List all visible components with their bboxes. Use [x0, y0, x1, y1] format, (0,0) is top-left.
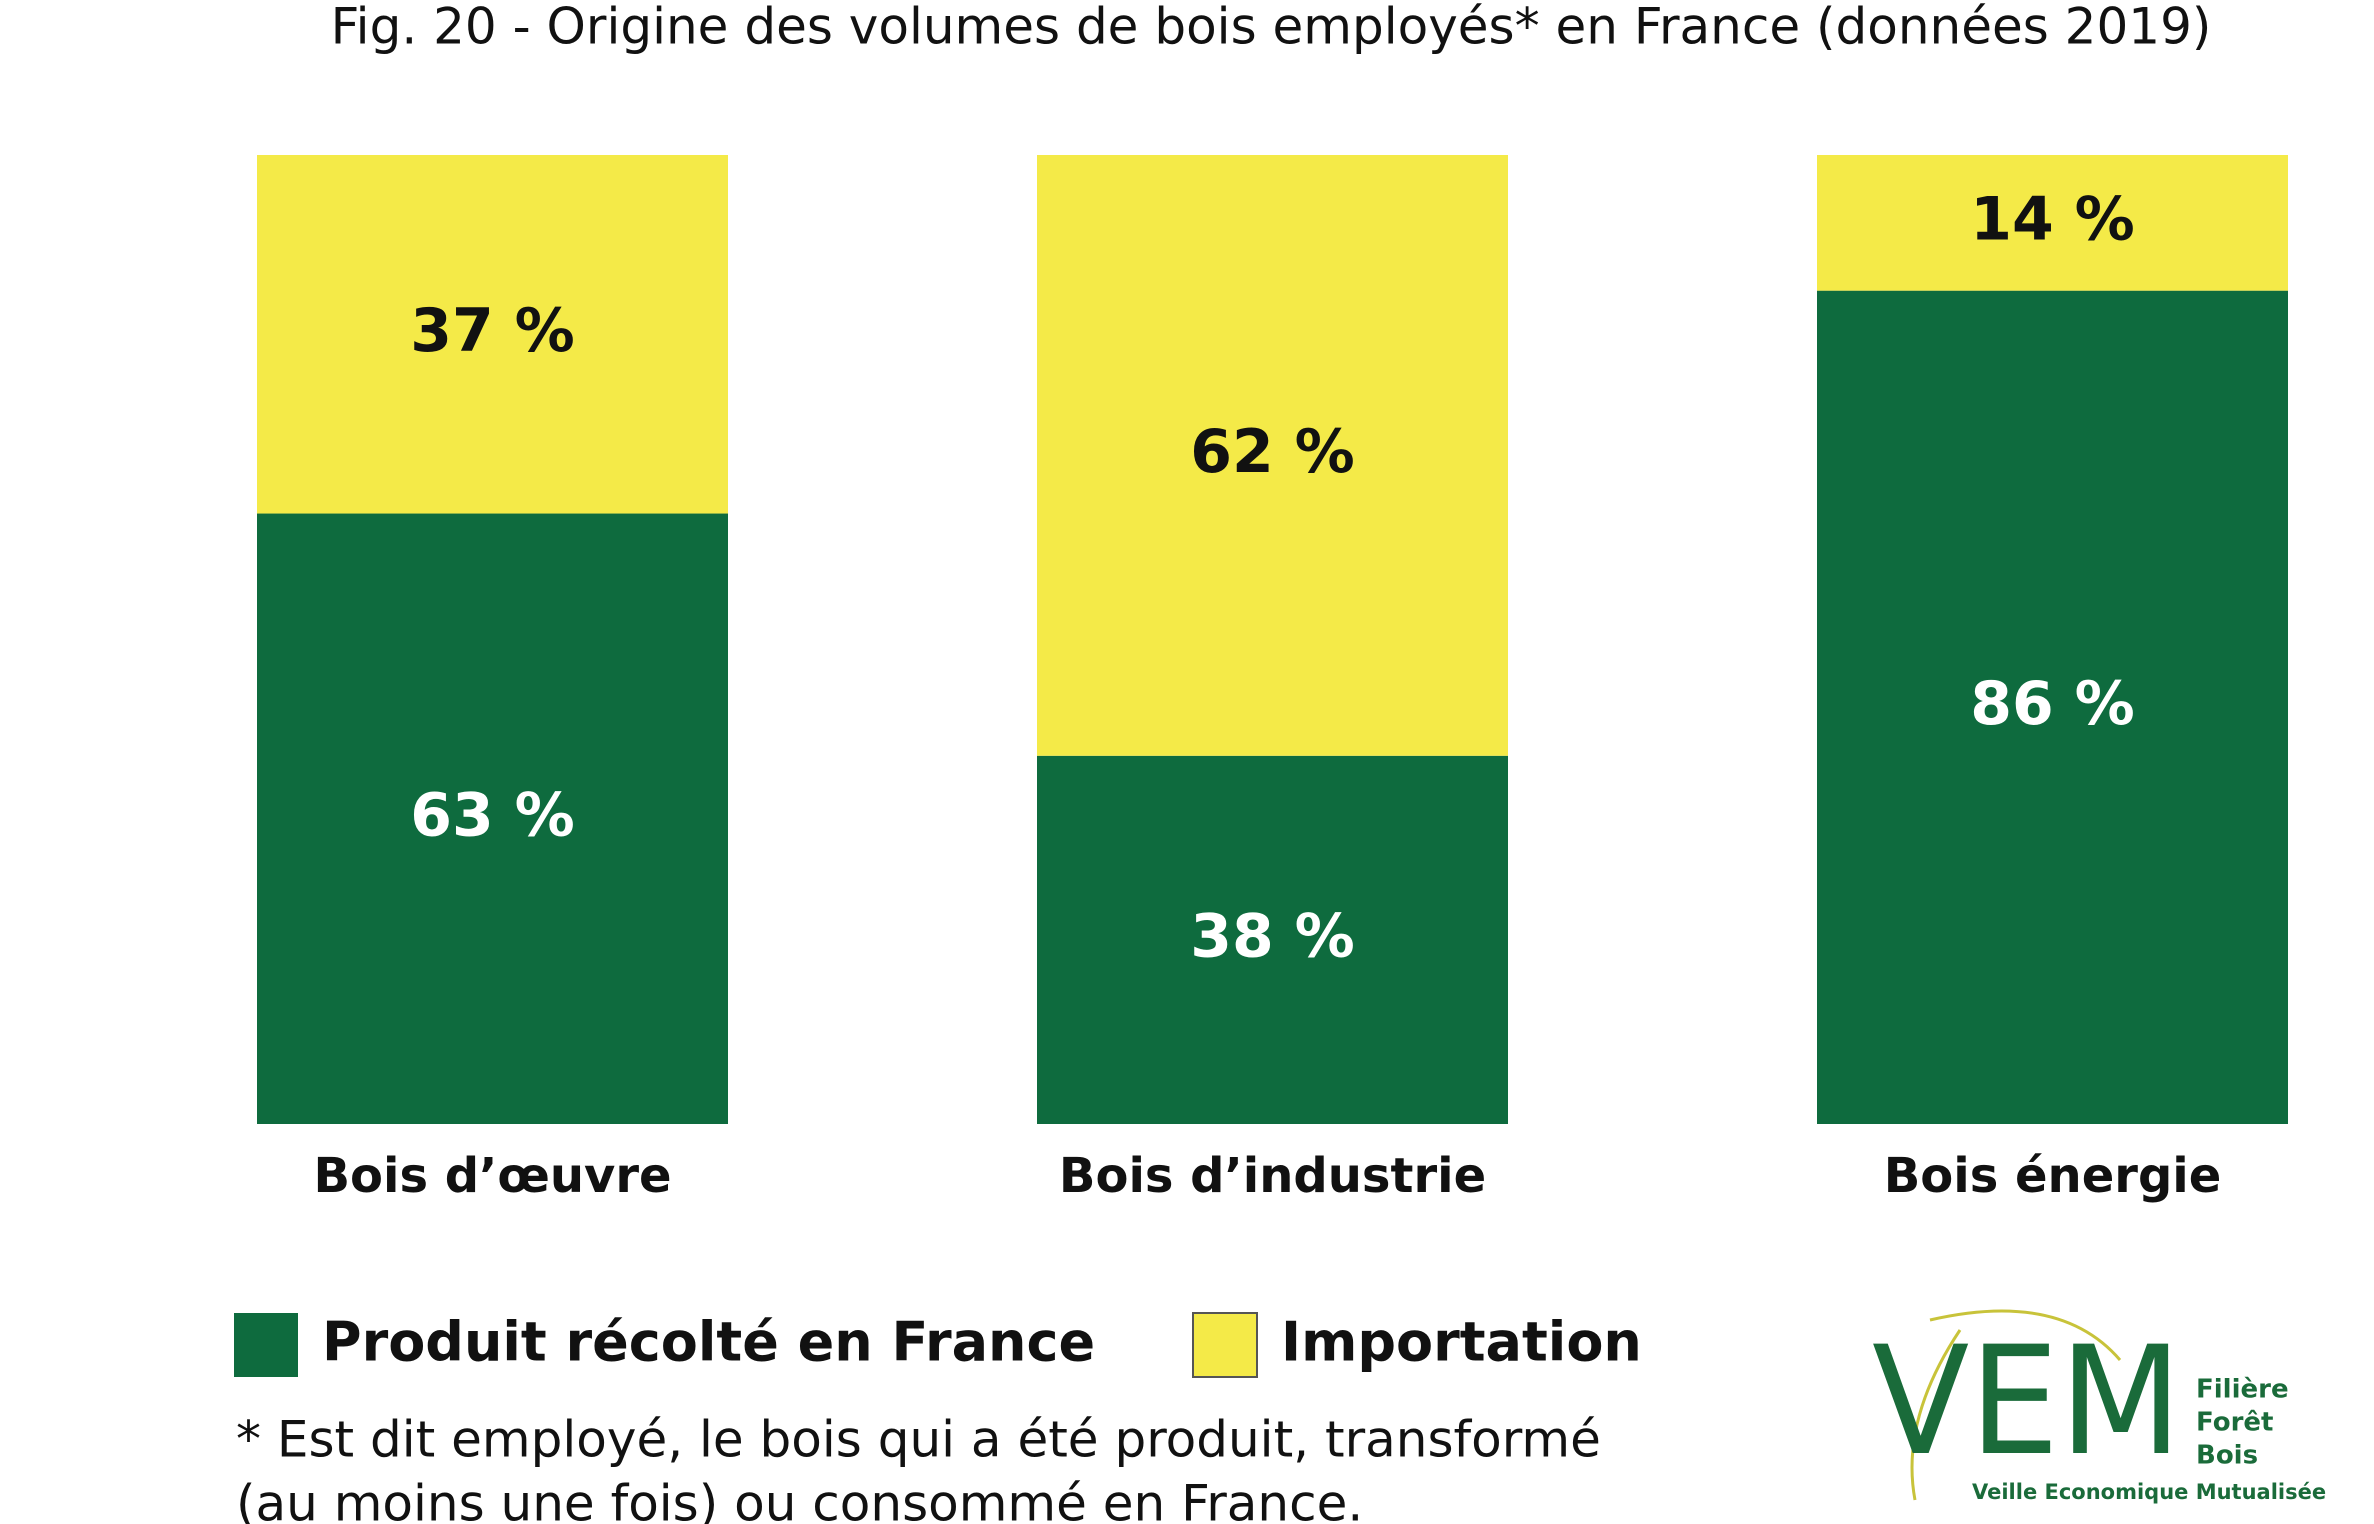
data-label: 37 %: [410, 296, 575, 366]
logo-tagline: Veille Economique Mutualisée: [1972, 1480, 2326, 1504]
logo-arc: [1910, 1329, 1962, 1501]
logo-text: Bois: [2196, 1441, 2258, 1471]
bar-segment: [1817, 155, 2288, 291]
data-label: 63 %: [410, 780, 575, 850]
bar-segment: [257, 513, 728, 1124]
footnote: * Est dit employé, le bois qui a été pro…: [236, 1411, 1601, 1469]
chart-title: Fig. 20 - Origine des volumes de bois em…: [331, 0, 2212, 56]
logo: VEM Filière Forêt Bois Veille Economique…: [1872, 1309, 2326, 1504]
logo-text: Filière: [2196, 1375, 2289, 1405]
logo-text: Forêt: [2196, 1408, 2273, 1438]
data-label: 86 %: [1970, 669, 2135, 739]
legend-swatch: [234, 1313, 298, 1377]
logo-arc: [1929, 1309, 2122, 1361]
data-label: 62 %: [1190, 417, 1355, 487]
logo-mark: VEM: [1872, 1315, 2182, 1489]
legend-label: Produit récolté en France: [322, 1311, 1095, 1374]
x-tick-label: Bois d’industrie: [1059, 1148, 1486, 1204]
footnote: (au moins une fois) ou consommé en Franc…: [236, 1475, 1363, 1524]
bar-segment: [1037, 155, 1508, 756]
bar-segment: [257, 155, 728, 514]
bar-segment: [1037, 755, 1508, 1124]
data-label: 14 %: [1970, 184, 2135, 254]
x-tick-label: Bois énergie: [1884, 1148, 2222, 1204]
bar-segment: [1817, 290, 2288, 1124]
legend-label: Importation: [1281, 1311, 1642, 1374]
x-tick-label: Bois d’œuvre: [313, 1148, 671, 1204]
data-label: 38 %: [1190, 901, 1355, 971]
legend-swatch: [1192, 1312, 1258, 1378]
